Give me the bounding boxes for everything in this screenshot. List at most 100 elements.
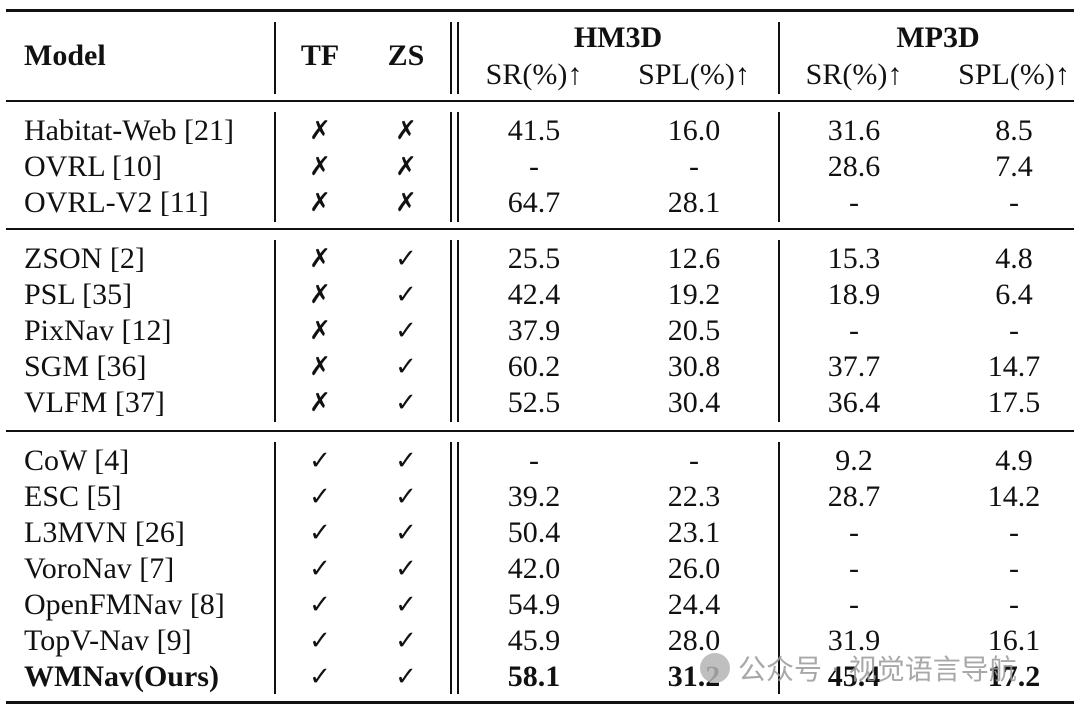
model-separator bbox=[274, 112, 276, 222]
model-separator bbox=[274, 22, 276, 94]
header-rule bbox=[6, 100, 1074, 102]
double-separator-right bbox=[457, 442, 459, 694]
cell-mp-sr: - bbox=[849, 516, 859, 549]
cell-zs: ✓ bbox=[395, 280, 417, 310]
cell-mp-spl: - bbox=[1009, 552, 1019, 585]
cell-zs: ✓ bbox=[395, 662, 417, 692]
cell-mp-sr: 37.7 bbox=[827, 350, 881, 383]
cell-mp-sr: 36.4 bbox=[827, 386, 881, 419]
cell-tf: ✓ bbox=[309, 554, 331, 584]
top-rule bbox=[6, 9, 1074, 12]
cell-mp-spl: 16.1 bbox=[987, 624, 1041, 657]
cell-model: PixNav [12] bbox=[24, 314, 172, 347]
watermark-text: 公众号 · 视觉语言导航 bbox=[738, 653, 1017, 686]
cell-zs: ✓ bbox=[395, 590, 417, 620]
header-mp3d-spl: SPL(%)↑ bbox=[958, 58, 1070, 91]
cell-hm-spl: 28.1 bbox=[667, 186, 721, 219]
cell-hm-sr: 45.9 bbox=[507, 624, 561, 657]
cell-hm-sr: 42.4 bbox=[507, 278, 561, 311]
cell-model: CoW [4] bbox=[24, 444, 130, 477]
dataset-separator bbox=[778, 22, 780, 94]
watermark: 公众号 · 视觉语言导航 bbox=[700, 650, 1060, 690]
group-rule-2 bbox=[6, 430, 1074, 432]
cell-mp-spl: 17.2 bbox=[987, 660, 1041, 693]
cell-mp-sr: 28.7 bbox=[827, 480, 881, 513]
dataset-separator bbox=[778, 112, 780, 222]
wechat-icon bbox=[700, 653, 730, 683]
cell-tf: ✗ bbox=[309, 316, 331, 346]
cell-zs: ✓ bbox=[395, 482, 417, 512]
cell-tf: ✗ bbox=[309, 188, 331, 218]
cell-model: OpenFMNav [8] bbox=[24, 588, 225, 621]
cell-mp-sr: 31.9 bbox=[827, 624, 881, 657]
cell-mp-sr: 31.6 bbox=[827, 114, 881, 147]
model-separator bbox=[274, 442, 276, 694]
double-separator-left bbox=[450, 112, 452, 222]
cell-tf: ✓ bbox=[309, 482, 331, 512]
dataset-separator bbox=[778, 240, 780, 422]
cell-model: L3MVN [26] bbox=[24, 516, 185, 549]
cell-model: TopV-Nav [9] bbox=[24, 624, 192, 657]
cell-mp-sr: 28.6 bbox=[827, 150, 881, 183]
cell-zs: ✗ bbox=[395, 152, 417, 182]
cell-hm-spl: - bbox=[689, 150, 699, 183]
dataset-separator bbox=[778, 442, 780, 694]
cell-model: PSL [35] bbox=[24, 278, 133, 311]
cell-model: WMNav(Ours) bbox=[24, 660, 219, 693]
cell-tf: ✗ bbox=[309, 244, 331, 274]
cell-mp-sr: - bbox=[849, 552, 859, 585]
cell-mp-spl: 6.4 bbox=[995, 278, 1033, 311]
model-separator bbox=[274, 240, 276, 422]
cell-hm-sr: 52.5 bbox=[507, 386, 561, 419]
cell-model: ZSON [2] bbox=[24, 242, 145, 275]
cell-mp-spl: 14.7 bbox=[987, 350, 1041, 383]
header-hm3d: HM3D bbox=[573, 21, 663, 54]
header-model: Model bbox=[24, 39, 106, 72]
cell-zs: ✓ bbox=[395, 554, 417, 584]
cell-model: Habitat-Web [21] bbox=[24, 114, 234, 147]
cell-zs: ✗ bbox=[395, 188, 417, 218]
cell-tf: ✓ bbox=[309, 590, 331, 620]
cell-zs: ✓ bbox=[395, 388, 417, 418]
cell-hm-spl: 24.4 bbox=[667, 588, 721, 621]
cell-hm-sr: 50.4 bbox=[507, 516, 561, 549]
cell-zs: ✓ bbox=[395, 626, 417, 656]
cell-mp-sr: 45.4 bbox=[827, 660, 881, 693]
cell-hm-spl: - bbox=[689, 444, 699, 477]
cell-mp-sr: - bbox=[849, 314, 859, 347]
cell-tf: ✗ bbox=[309, 280, 331, 310]
cell-mp-spl: 14.2 bbox=[987, 480, 1041, 513]
cell-hm-spl: 23.1 bbox=[667, 516, 721, 549]
cell-zs: ✓ bbox=[395, 518, 417, 548]
header-mp3d: MP3D bbox=[896, 21, 980, 54]
cell-hm-sr: 42.0 bbox=[507, 552, 561, 585]
cell-model: ESC [5] bbox=[24, 480, 122, 513]
cell-mp-sr: - bbox=[849, 588, 859, 621]
cell-hm-spl: 20.5 bbox=[667, 314, 721, 347]
double-separator-left bbox=[450, 442, 452, 694]
cell-model: OVRL [10] bbox=[24, 150, 163, 183]
cell-hm-spl: 22.3 bbox=[667, 480, 721, 513]
cell-tf: ✓ bbox=[309, 662, 331, 692]
cell-mp-spl: - bbox=[1009, 186, 1019, 219]
cell-hm-sr: 58.1 bbox=[507, 660, 561, 693]
double-separator-right bbox=[457, 240, 459, 422]
cell-tf: ✗ bbox=[309, 352, 331, 382]
cell-hm-spl: 30.4 bbox=[667, 386, 721, 419]
cell-mp-spl: - bbox=[1009, 314, 1019, 347]
cell-hm-sr: 60.2 bbox=[507, 350, 561, 383]
cell-mp-spl: 4.9 bbox=[995, 444, 1033, 477]
cell-hm-sr: 54.9 bbox=[507, 588, 561, 621]
cell-tf: ✓ bbox=[309, 518, 331, 548]
cell-hm-sr: - bbox=[529, 150, 539, 183]
cell-hm-sr: 64.7 bbox=[507, 186, 561, 219]
cell-mp-sr: 18.9 bbox=[827, 278, 881, 311]
cell-zs: ✗ bbox=[395, 116, 417, 146]
cell-mp-spl: 4.8 bbox=[995, 242, 1033, 275]
cell-mp-spl: 7.4 bbox=[995, 150, 1033, 183]
cell-model: VoroNav [7] bbox=[24, 552, 175, 585]
cell-tf: ✗ bbox=[309, 388, 331, 418]
group-rule-1 bbox=[6, 228, 1074, 230]
cell-hm-sr: 25.5 bbox=[507, 242, 561, 275]
